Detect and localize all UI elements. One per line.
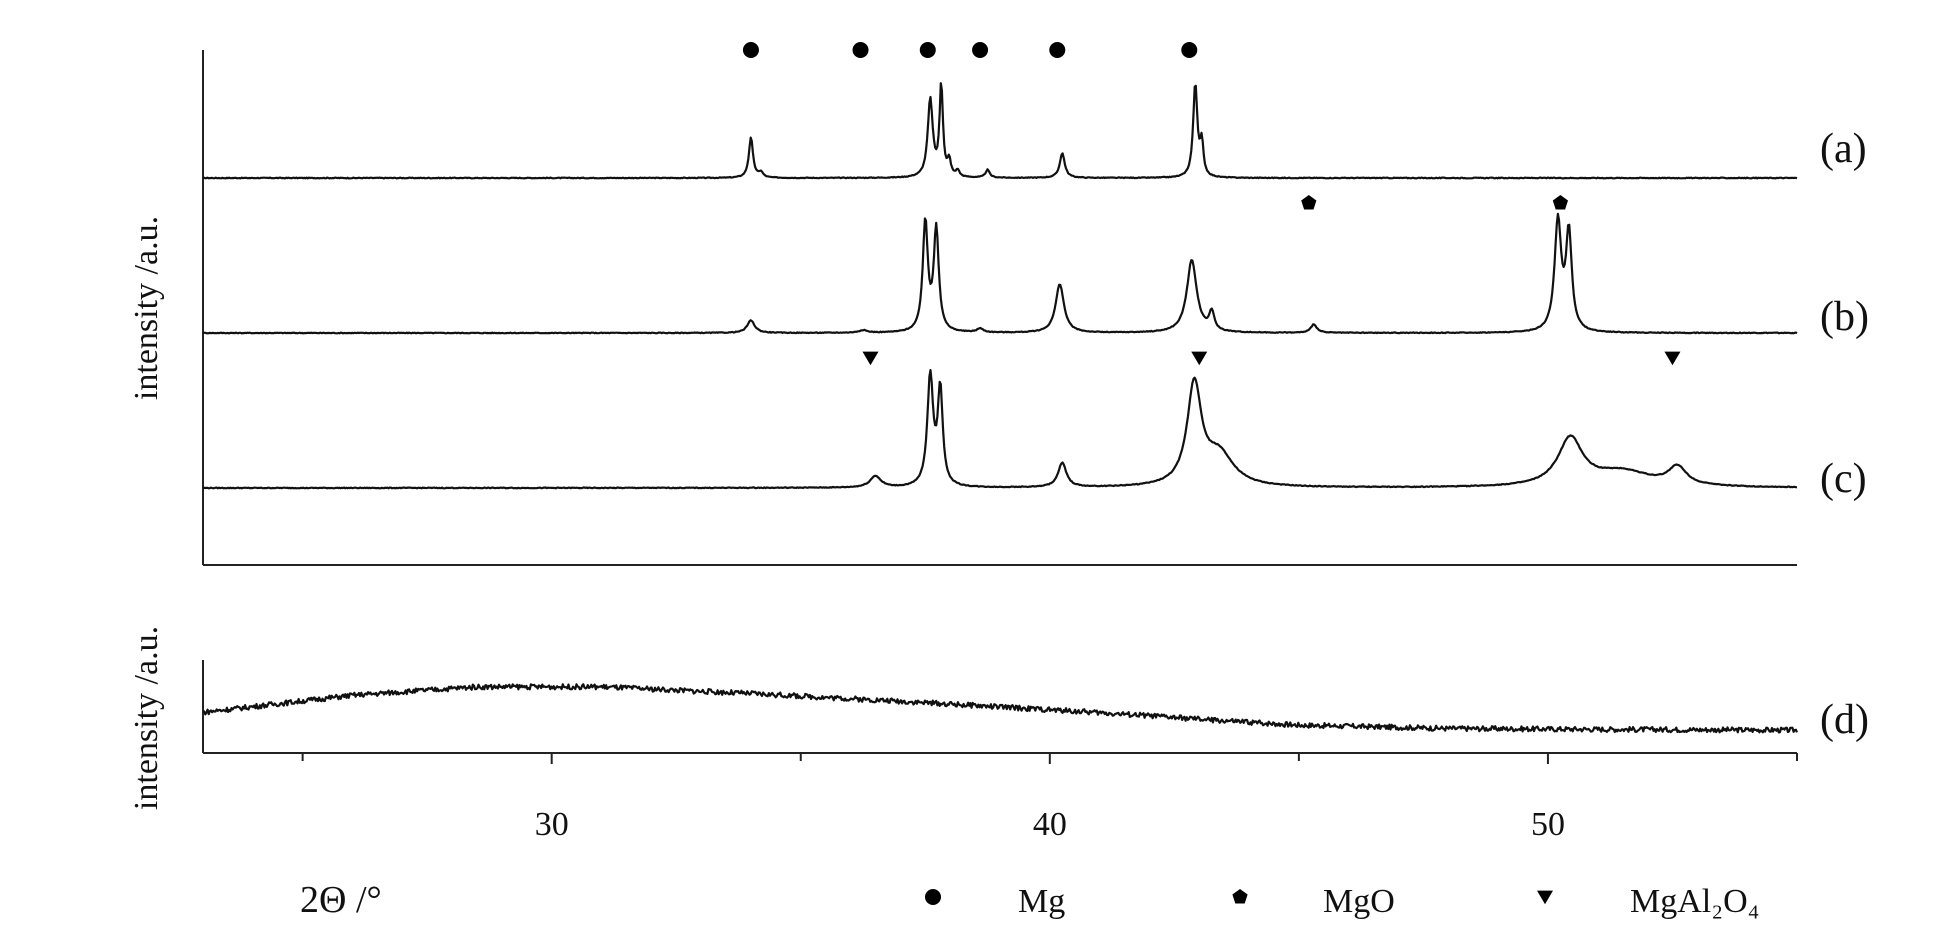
mg-peak-marker [1049, 42, 1066, 58]
legend-label-mgo: MgO [1323, 883, 1395, 920]
legend-triangle-marker [1537, 890, 1553, 905]
legend-label-mgal2o4: MgAl₂O₄ [1630, 883, 1760, 920]
phase-markers [742, 42, 1681, 366]
mg-peak-marker [742, 42, 759, 58]
x-tick-label: 40 [1033, 806, 1067, 843]
mgal2o4-peak-marker [1664, 351, 1681, 366]
trace-c [202, 369, 1798, 490]
series-label-c: (c) [1820, 456, 1867, 502]
x-axis-label: 2Θ /° [300, 879, 382, 921]
x-tick-label: 50 [1531, 806, 1565, 843]
mg-peak-marker [1181, 42, 1198, 58]
legend: Mg MgO MgAl₂O₄ [925, 883, 1760, 920]
mg-peak-marker [852, 42, 869, 58]
mgo-peak-marker [1301, 195, 1317, 210]
trace-d [202, 683, 1799, 734]
mgal2o4-peak-marker [862, 351, 879, 366]
upper-panel-y-label: intensity /a.u. [128, 216, 165, 400]
series-label-b: (b) [1820, 294, 1869, 340]
mgo-peak-marker [1552, 195, 1568, 210]
legend-circle-marker [925, 889, 941, 905]
x-axis-ticks: 30 40 50 [301, 753, 1798, 843]
mg-peak-marker [919, 42, 936, 58]
legend-label-mg: Mg [1018, 883, 1065, 920]
mgal2o4-peak-marker [1191, 351, 1208, 366]
x-tick-label: 30 [535, 806, 569, 843]
trace-a [203, 82, 1798, 180]
mg-peak-marker [972, 42, 989, 58]
lower-panel-y-label: intensity /a.u. [128, 626, 165, 810]
trace-b [202, 212, 1798, 335]
diffraction-traces [202, 82, 1799, 734]
series-label-d: (d) [1820, 697, 1869, 743]
series-label-a: (a) [1820, 126, 1867, 172]
legend-pentagon-marker [1232, 889, 1248, 904]
